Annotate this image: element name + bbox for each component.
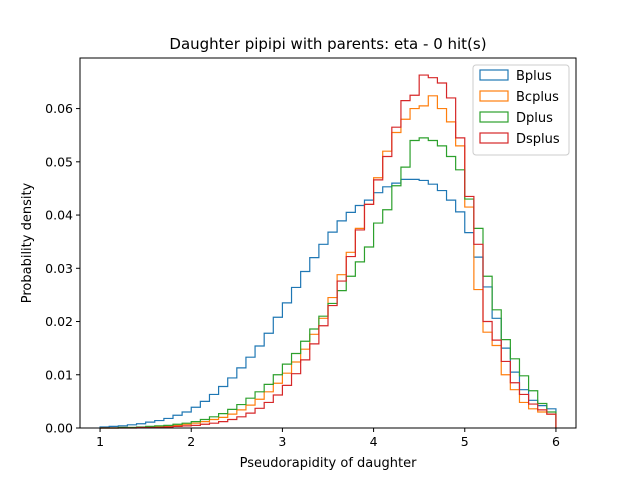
x-tick-label: 2 [187, 434, 195, 449]
legend-label-dsplus: Dsplus [516, 132, 560, 147]
y-tick-label: 0.00 [45, 421, 73, 436]
legend-swatch-dplus [479, 111, 509, 123]
y-tick-label: 0.05 [45, 154, 73, 169]
x-tick-label: 1 [96, 434, 104, 449]
y-tick-label: 0.06 [45, 101, 73, 116]
x-axis: 1 2 3 4 5 6 [96, 428, 560, 449]
legend-label-bcplus: Bcplus [516, 90, 559, 105]
chart-title: Daughter pipipi with parents: eta - 0 hi… [169, 35, 486, 53]
y-tick-label: 0.02 [45, 314, 73, 329]
x-tick-label: 4 [370, 434, 378, 449]
legend: Bplus Bcplus Dplus Dsplus [472, 64, 570, 156]
x-tick-label: 5 [461, 434, 469, 449]
y-tick-label: 0.01 [45, 367, 73, 382]
legend-swatch-bplus [479, 69, 509, 81]
legend-swatch-dsplus [479, 132, 509, 144]
y-tick-label: 0.04 [45, 208, 73, 223]
y-axis: 0.00 0.01 0.02 0.03 0.04 0.05 0.06 [45, 101, 80, 436]
legend-label-dplus: Dplus [516, 111, 553, 126]
y-axis-label: Probability density [20, 182, 35, 303]
legend-swatch-bcplus [479, 90, 509, 102]
legend-label-bplus: Bplus [516, 69, 552, 84]
series-layer [99, 74, 557, 429]
series-dsplus-step [100, 74, 557, 429]
x-tick-label: 3 [278, 434, 286, 449]
x-axis-label: Pseudorapidity of daughter [240, 456, 417, 471]
plot-frame [79, 57, 577, 429]
y-tick-label: 0.03 [45, 261, 73, 276]
x-tick-label: 6 [552, 434, 560, 449]
